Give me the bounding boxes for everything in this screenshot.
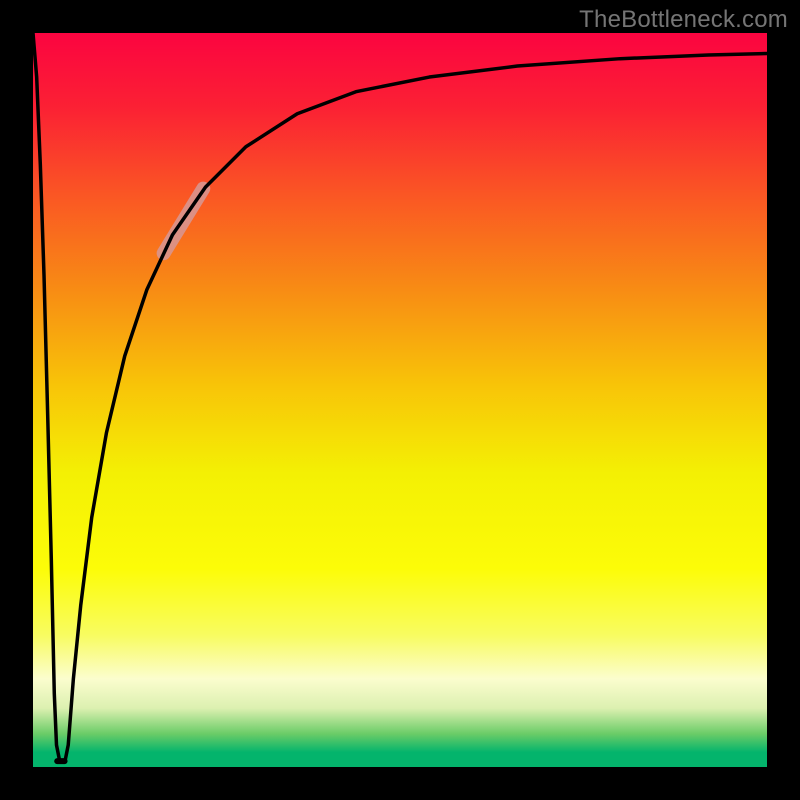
- watermark-text: TheBottleneck.com: [579, 6, 788, 34]
- chart-svg: [0, 0, 800, 800]
- chart-background: [33, 33, 767, 767]
